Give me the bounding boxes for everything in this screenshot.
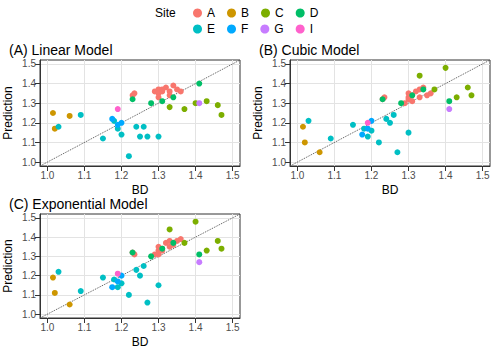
svg-text:1.2: 1.2 <box>22 270 36 281</box>
svg-text:1.3: 1.3 <box>402 170 416 181</box>
svg-text:1.5: 1.5 <box>272 58 286 69</box>
svg-text:1.3: 1.3 <box>152 170 166 181</box>
svg-text:B: B <box>241 6 249 20</box>
svg-text:(B) Cubic Model: (B) Cubic Model <box>259 42 359 58</box>
svg-text:1.1: 1.1 <box>77 170 91 181</box>
svg-text:1.4: 1.4 <box>189 170 203 181</box>
svg-text:BD: BD <box>132 335 149 349</box>
svg-text:1.1: 1.1 <box>272 137 286 148</box>
svg-text:E: E <box>207 22 215 36</box>
svg-text:Site: Site <box>155 6 176 20</box>
svg-text:1.3: 1.3 <box>22 251 36 262</box>
svg-text:C: C <box>275 6 284 20</box>
svg-text:1.3: 1.3 <box>152 322 166 333</box>
svg-text:1.0: 1.0 <box>40 322 54 333</box>
svg-text:(A) Linear Model: (A) Linear Model <box>9 42 113 58</box>
svg-text:1.2: 1.2 <box>272 117 286 128</box>
svg-text:Prediction: Prediction <box>1 239 15 292</box>
svg-text:1.0: 1.0 <box>40 170 54 181</box>
svg-text:Prediction: Prediction <box>251 86 265 139</box>
svg-text:1.4: 1.4 <box>189 322 203 333</box>
svg-text:1.0: 1.0 <box>22 157 36 168</box>
svg-text:F: F <box>241 22 248 36</box>
svg-text:I: I <box>310 22 313 36</box>
svg-text:1.2: 1.2 <box>22 117 36 128</box>
svg-text:1.1: 1.1 <box>22 289 36 300</box>
svg-text:1.2: 1.2 <box>365 170 379 181</box>
svg-text:1.5: 1.5 <box>476 170 490 181</box>
svg-text:(C) Exponential Model: (C) Exponential Model <box>9 196 148 212</box>
svg-text:1.1: 1.1 <box>22 137 36 148</box>
svg-text:1.5: 1.5 <box>22 212 36 223</box>
svg-text:Prediction: Prediction <box>1 86 15 139</box>
svg-text:1.5: 1.5 <box>226 170 240 181</box>
svg-text:1.4: 1.4 <box>22 232 36 243</box>
svg-text:1.0: 1.0 <box>272 157 286 168</box>
svg-text:G: G <box>274 22 283 36</box>
svg-text:BD: BD <box>132 183 149 197</box>
svg-text:1.4: 1.4 <box>272 78 286 89</box>
svg-text:1.2: 1.2 <box>115 322 129 333</box>
svg-text:D: D <box>310 6 319 20</box>
svg-text:1.4: 1.4 <box>22 78 36 89</box>
svg-text:A: A <box>207 6 215 20</box>
svg-text:1.0: 1.0 <box>290 170 304 181</box>
svg-text:1.4: 1.4 <box>439 170 453 181</box>
svg-text:1.1: 1.1 <box>77 322 91 333</box>
svg-text:1.3: 1.3 <box>22 98 36 109</box>
svg-text:1.3: 1.3 <box>272 98 286 109</box>
svg-text:1.1: 1.1 <box>327 170 341 181</box>
svg-text:1.5: 1.5 <box>22 58 36 69</box>
svg-text:1.0: 1.0 <box>22 309 36 320</box>
svg-text:BD: BD <box>382 183 399 197</box>
svg-text:1.5: 1.5 <box>226 322 240 333</box>
svg-text:1.2: 1.2 <box>115 170 129 181</box>
